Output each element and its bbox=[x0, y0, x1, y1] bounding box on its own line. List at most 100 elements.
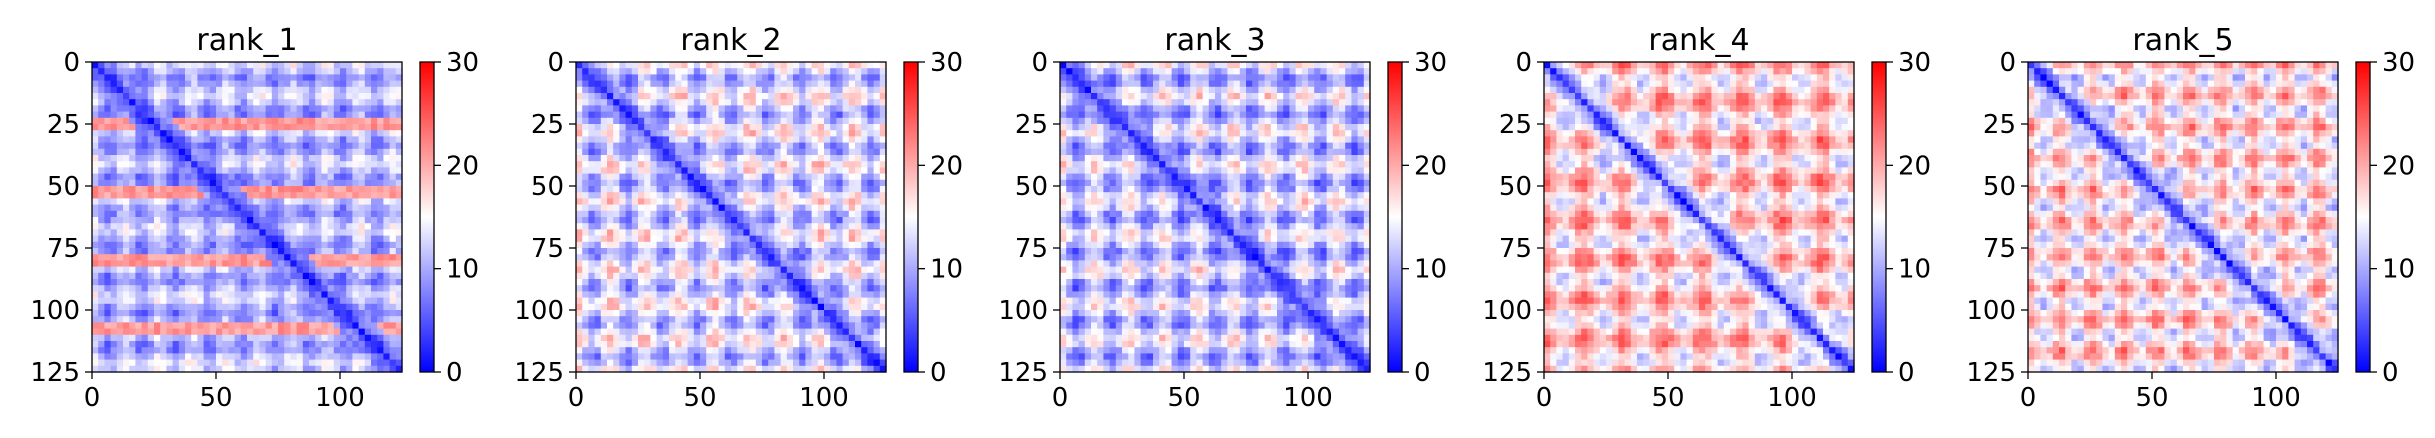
heatmap-cell bbox=[129, 298, 136, 305]
heatmap-cell bbox=[681, 285, 688, 292]
heatmap-cell bbox=[768, 118, 775, 125]
heatmap-cell bbox=[197, 316, 204, 323]
heatmap-cell bbox=[613, 174, 620, 181]
heatmap-cell bbox=[340, 285, 347, 292]
heatmap-cell bbox=[303, 180, 310, 187]
heatmap-cell bbox=[719, 335, 726, 342]
heatmap-cell bbox=[626, 304, 633, 311]
heatmap-cell bbox=[576, 112, 583, 119]
heatmap-cell bbox=[383, 198, 390, 205]
heatmap-cell bbox=[185, 87, 192, 94]
heatmap-cell bbox=[359, 273, 366, 280]
heatmap-cell bbox=[334, 267, 341, 274]
heatmap-cell bbox=[154, 161, 161, 168]
heatmap-cell bbox=[768, 347, 775, 354]
heatmap-cell bbox=[663, 279, 670, 286]
heatmap-cell bbox=[824, 322, 831, 329]
heatmap-cell bbox=[340, 291, 347, 298]
heatmap-cell bbox=[706, 285, 713, 292]
heatmap-cell bbox=[737, 87, 744, 94]
heatmap-cell bbox=[160, 136, 167, 143]
heatmap-cell bbox=[334, 329, 341, 336]
heatmap-cell bbox=[712, 198, 719, 205]
heatmap-cell bbox=[737, 217, 744, 224]
heatmap-cell bbox=[284, 298, 291, 305]
heatmap-cell bbox=[259, 353, 266, 360]
heatmap-cell bbox=[632, 149, 639, 156]
heatmap-cell bbox=[768, 242, 775, 249]
heatmap-cell bbox=[216, 254, 223, 261]
heatmap-cell bbox=[812, 87, 819, 94]
heatmap-cell bbox=[129, 167, 136, 174]
heatmap-cell bbox=[712, 136, 719, 143]
heatmap-cell bbox=[799, 105, 806, 112]
heatmap-cell bbox=[582, 291, 589, 298]
heatmap-cell bbox=[92, 310, 99, 317]
heatmap-cell bbox=[123, 112, 130, 119]
heatmap-cell bbox=[111, 136, 118, 143]
heatmap-cell bbox=[92, 118, 99, 125]
heatmap-cell bbox=[768, 248, 775, 255]
heatmap-cell bbox=[284, 124, 291, 131]
heatmap-cell bbox=[179, 161, 186, 168]
heatmap-cell bbox=[632, 192, 639, 199]
heatmap-cell bbox=[111, 174, 118, 181]
heatmap-cell bbox=[737, 149, 744, 156]
heatmap-cell bbox=[259, 347, 266, 354]
heatmap-cell bbox=[303, 198, 310, 205]
heatmap-cell bbox=[743, 316, 750, 323]
heatmap-cell bbox=[222, 316, 229, 323]
heatmap-cell bbox=[688, 74, 695, 81]
heatmap-cell bbox=[309, 68, 316, 75]
heatmap-cell bbox=[253, 124, 260, 131]
heatmap-cell bbox=[371, 217, 378, 224]
heatmap-cell bbox=[173, 161, 180, 168]
heatmap-cell bbox=[377, 124, 384, 131]
heatmap-cell bbox=[259, 87, 266, 94]
heatmap-cell bbox=[607, 124, 614, 131]
heatmap-cell bbox=[601, 198, 608, 205]
heatmap-cell bbox=[142, 353, 149, 360]
heatmap-cell bbox=[607, 254, 614, 261]
heatmap-cell bbox=[173, 118, 180, 125]
heatmap-cell bbox=[650, 242, 657, 249]
heatmap-cell bbox=[222, 192, 229, 199]
heatmap-cell bbox=[626, 273, 633, 280]
heatmap-cell bbox=[365, 229, 372, 236]
heatmap-cell bbox=[284, 229, 291, 236]
heatmap-cell bbox=[340, 81, 347, 88]
heatmap-cell bbox=[706, 81, 713, 88]
heatmap-cell bbox=[241, 360, 248, 367]
heatmap-cell bbox=[607, 118, 614, 125]
heatmap-cell bbox=[861, 161, 868, 168]
heatmap-cell bbox=[805, 329, 812, 336]
heatmap-cell bbox=[582, 105, 589, 112]
heatmap-cell bbox=[681, 62, 688, 69]
heatmap-cell bbox=[694, 205, 701, 212]
heatmap-cell bbox=[694, 180, 701, 187]
heatmap-cell bbox=[179, 236, 186, 243]
heatmap-cell bbox=[818, 223, 825, 230]
heatmap-cell bbox=[812, 341, 819, 348]
heatmap-cell bbox=[725, 68, 732, 75]
heatmap-cell bbox=[849, 155, 856, 162]
heatmap-cell bbox=[247, 347, 254, 354]
heatmap-cell bbox=[787, 236, 794, 243]
heatmap-cell bbox=[874, 341, 881, 348]
heatmap-cell bbox=[706, 161, 713, 168]
heatmap-cell bbox=[737, 285, 744, 292]
heatmap-cell bbox=[383, 310, 390, 317]
heatmap-cell bbox=[830, 248, 837, 255]
heatmap-cell bbox=[719, 155, 726, 162]
heatmap-cell bbox=[650, 112, 657, 119]
heatmap-cell bbox=[830, 273, 837, 280]
heatmap-cell bbox=[849, 304, 856, 311]
heatmap-cell bbox=[228, 304, 235, 311]
heatmap-cell bbox=[235, 341, 242, 348]
heatmap-cell bbox=[383, 186, 390, 193]
heatmap-cell bbox=[613, 81, 620, 88]
heatmap-cell bbox=[365, 93, 372, 100]
heatmap-cell bbox=[861, 316, 868, 323]
heatmap-cell bbox=[805, 254, 812, 261]
heatmap-cell bbox=[321, 217, 328, 224]
